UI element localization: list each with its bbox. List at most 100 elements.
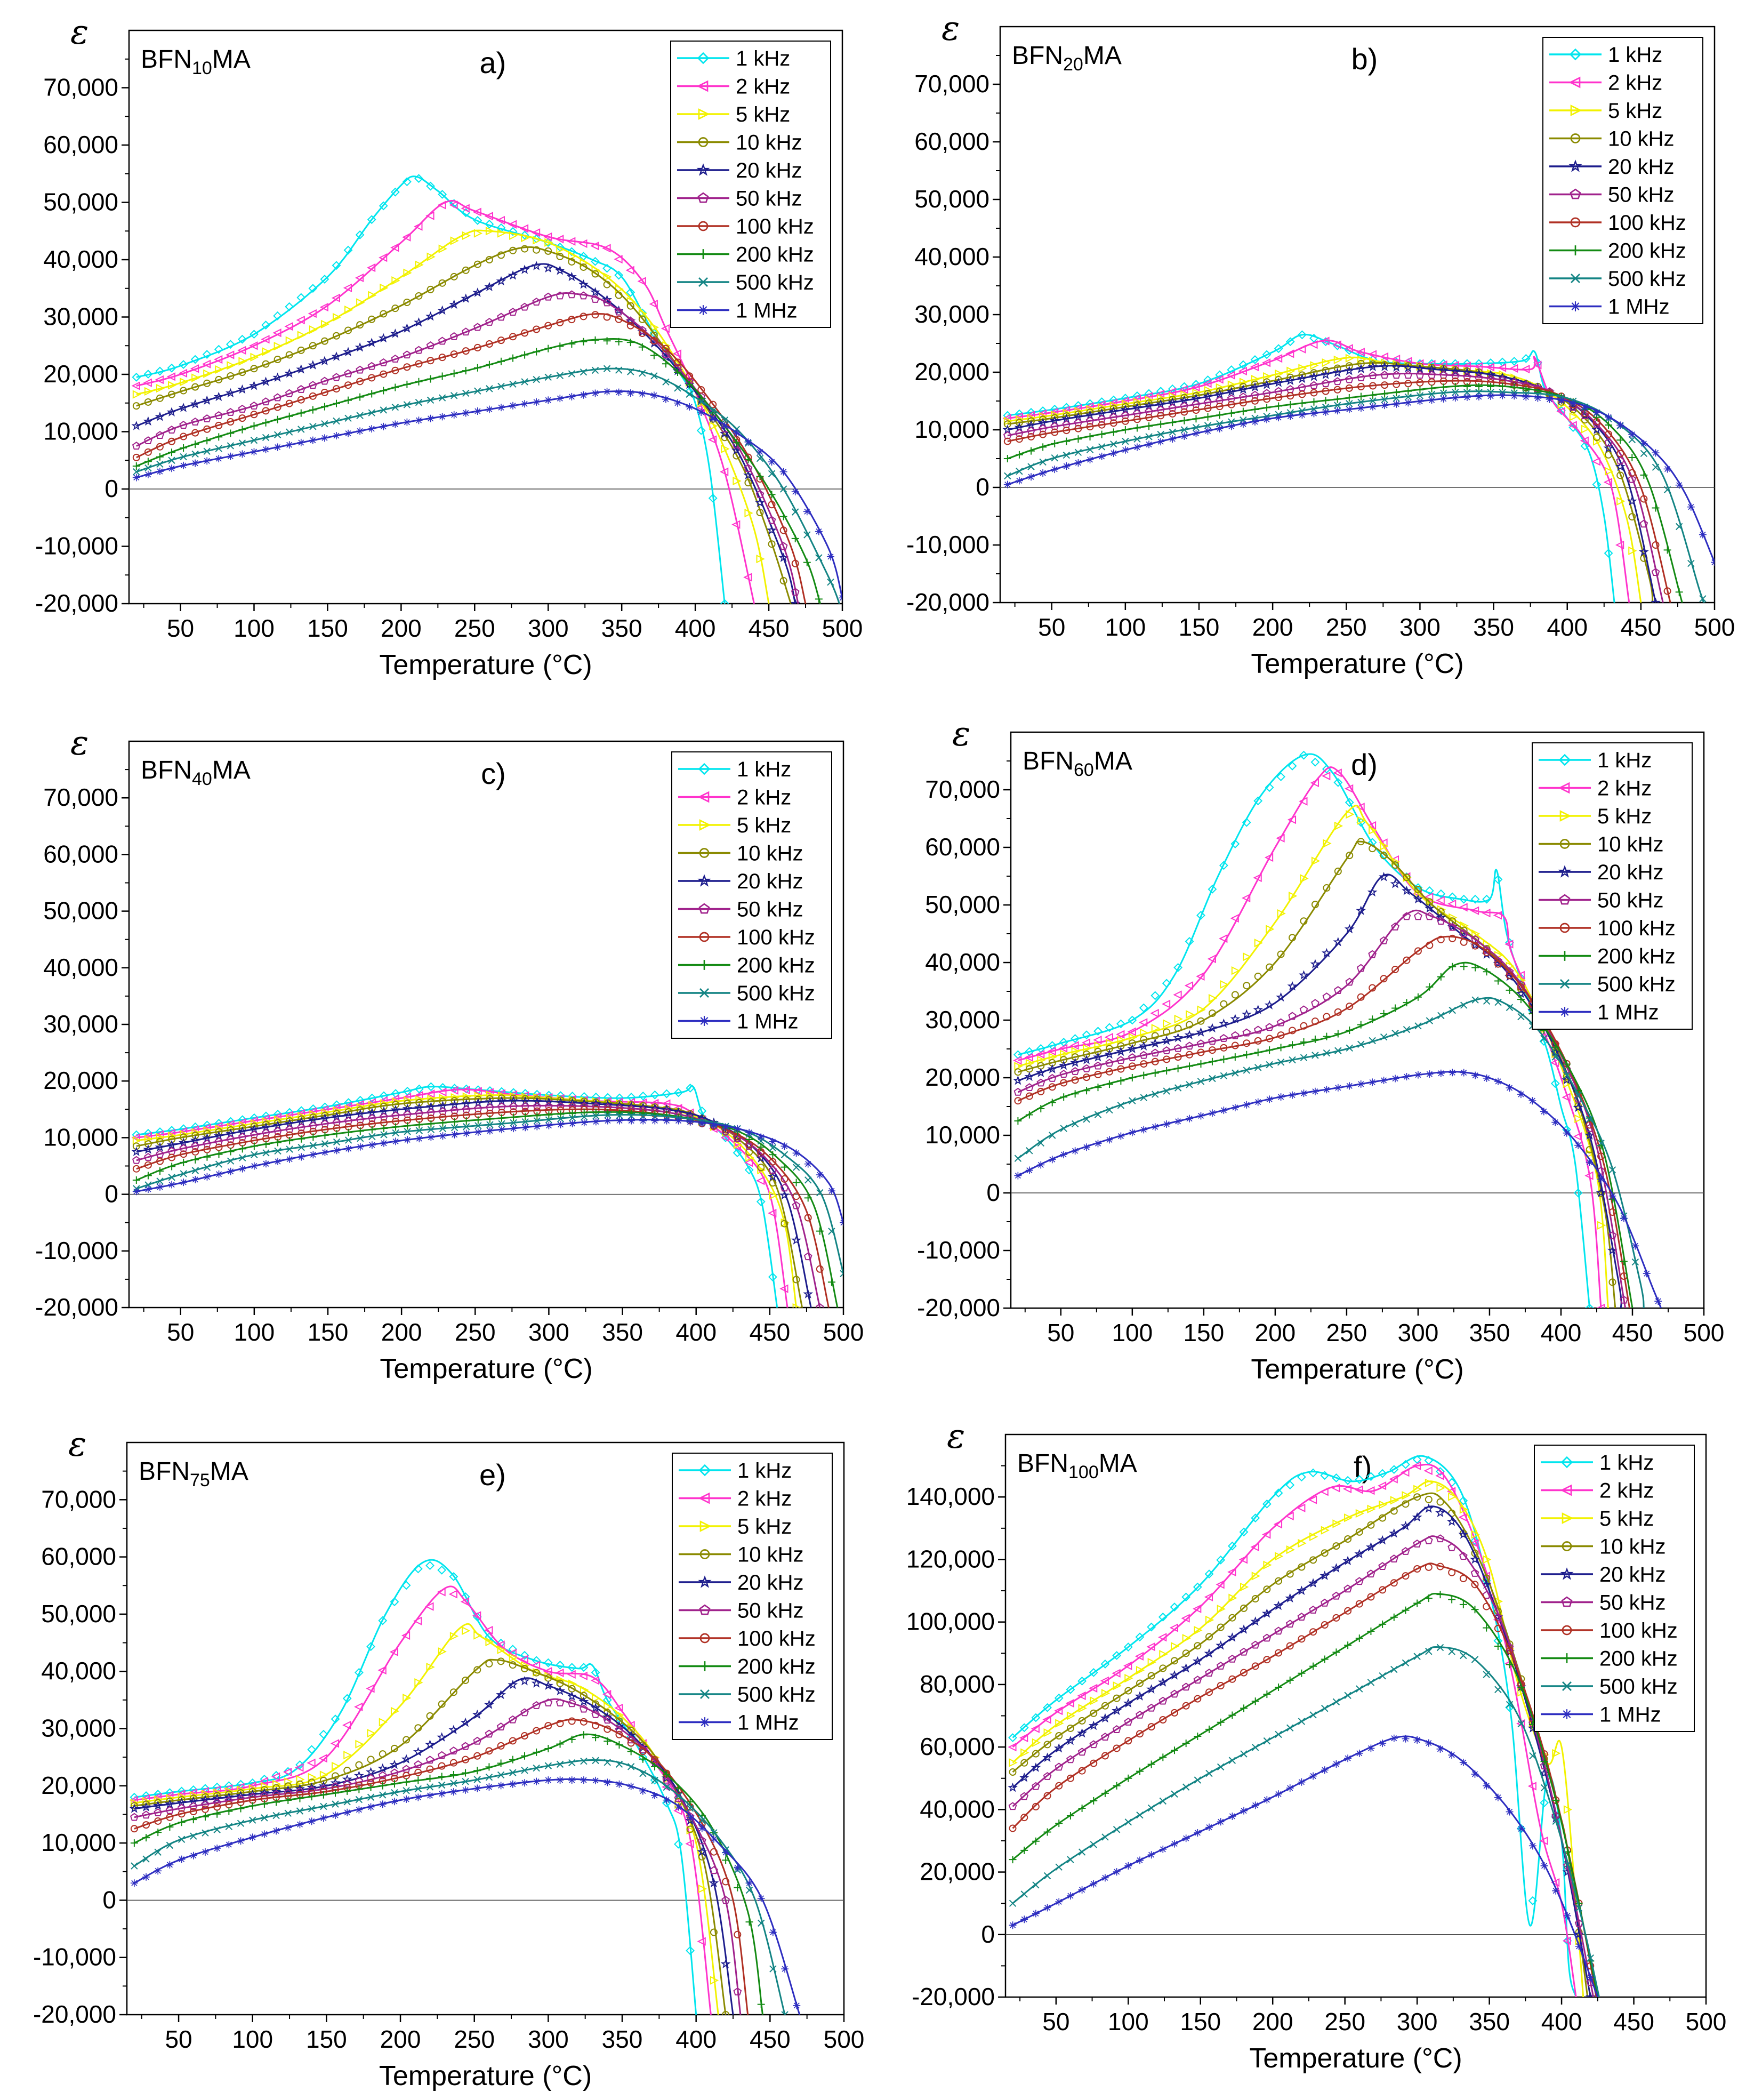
data-point bbox=[697, 1824, 706, 1833]
data-point bbox=[368, 1141, 376, 1150]
legend-label: 500 kHz bbox=[736, 271, 814, 294]
data-point bbox=[639, 1116, 648, 1125]
data-point bbox=[662, 1796, 671, 1805]
data-point bbox=[755, 447, 765, 456]
data-point bbox=[1321, 396, 1330, 405]
data-point bbox=[1231, 991, 1239, 999]
series-line bbox=[136, 338, 822, 604]
data-point bbox=[213, 1844, 221, 1853]
data-point bbox=[130, 1862, 138, 1870]
legend-marker bbox=[1570, 301, 1581, 312]
data-point bbox=[156, 467, 164, 476]
x-tick-label: 350 bbox=[601, 614, 642, 642]
data-point bbox=[521, 1123, 530, 1132]
data-point bbox=[1379, 1672, 1387, 1680]
data-point bbox=[1121, 445, 1130, 454]
x-tick-label: 100 bbox=[1112, 1319, 1153, 1346]
data-point bbox=[1185, 1062, 1194, 1071]
data-point bbox=[1551, 1118, 1560, 1127]
data-point bbox=[803, 1193, 812, 1203]
data-point bbox=[415, 1134, 424, 1143]
data-point bbox=[1401, 1468, 1410, 1477]
data-point bbox=[1494, 1077, 1502, 1086]
x-tick-label: 150 bbox=[1180, 2008, 1221, 2035]
data-point bbox=[520, 1778, 529, 1788]
data-point bbox=[1309, 1469, 1318, 1478]
data-point bbox=[1112, 1867, 1121, 1876]
data-point bbox=[1227, 408, 1236, 418]
data-point bbox=[1059, 1093, 1068, 1102]
data-point bbox=[1343, 1754, 1352, 1763]
data-point bbox=[356, 1142, 365, 1151]
data-point bbox=[391, 420, 400, 429]
data-point bbox=[1027, 472, 1035, 482]
series-line bbox=[134, 1658, 727, 2015]
data-point bbox=[355, 1761, 363, 1769]
y-axis-symbol: ε bbox=[942, 9, 960, 49]
y-tick-label: 10,000 bbox=[43, 418, 118, 445]
data-point bbox=[1015, 450, 1024, 459]
data-point bbox=[1265, 1095, 1274, 1104]
data-point bbox=[1116, 1132, 1125, 1141]
data-point bbox=[1710, 558, 1715, 567]
data-point bbox=[1574, 1942, 1583, 1951]
data-point bbox=[1113, 1825, 1121, 1833]
data-point bbox=[179, 461, 188, 470]
data-point bbox=[579, 390, 588, 399]
data-point bbox=[1459, 1758, 1468, 1767]
data-point bbox=[238, 450, 247, 459]
data-point bbox=[1675, 480, 1684, 490]
data-point bbox=[1074, 435, 1083, 444]
x-tick-label: 250 bbox=[1324, 2008, 1365, 2035]
data-point bbox=[379, 422, 388, 431]
data-point bbox=[427, 1133, 436, 1142]
x-tick-label: 50 bbox=[167, 614, 194, 642]
sample-label: BFN75MA bbox=[139, 1457, 248, 1490]
data-point bbox=[1392, 399, 1401, 408]
series-group bbox=[130, 1559, 801, 2015]
data-point bbox=[1309, 1711, 1317, 1719]
data-point bbox=[485, 1762, 494, 1772]
chart-panel-d: 50 100 150 200 250 300 350 400 450 500 -20,000 -10,… bbox=[917, 715, 1724, 1385]
data-point bbox=[1333, 406, 1342, 415]
data-point bbox=[1608, 1191, 1617, 1200]
data-point bbox=[250, 421, 259, 430]
data-point bbox=[273, 443, 282, 452]
legend-label: 10 kHz bbox=[737, 842, 803, 865]
data-point bbox=[580, 1118, 589, 1127]
data-point bbox=[767, 458, 776, 466]
y-tick-label: 10,000 bbox=[41, 1829, 116, 1856]
data-point bbox=[437, 1588, 446, 1596]
x-tick-label: 250 bbox=[455, 1318, 496, 1346]
data-point bbox=[273, 1157, 282, 1166]
data-point bbox=[403, 418, 412, 427]
data-point bbox=[309, 1150, 318, 1159]
data-point bbox=[1220, 1000, 1228, 1008]
data-point bbox=[1288, 1091, 1297, 1100]
data-point bbox=[1437, 1012, 1445, 1020]
data-point bbox=[1253, 1097, 1262, 1107]
data-point bbox=[1482, 1074, 1491, 1083]
data-point bbox=[1545, 395, 1554, 404]
data-point bbox=[1436, 1498, 1444, 1506]
y-tick-label: 40,000 bbox=[43, 953, 118, 981]
data-point bbox=[143, 1171, 152, 1180]
data-point bbox=[1168, 418, 1177, 427]
data-point bbox=[1298, 399, 1307, 408]
series-line bbox=[134, 1733, 763, 2015]
data-point bbox=[380, 1139, 388, 1148]
data-point bbox=[733, 1124, 742, 1133]
data-point bbox=[438, 201, 446, 210]
data-point bbox=[1482, 1623, 1491, 1632]
y-tick-label: -20,000 bbox=[35, 1293, 118, 1321]
series-line bbox=[134, 1698, 742, 2015]
data-point bbox=[200, 1812, 210, 1821]
panel-label: a) bbox=[479, 46, 506, 79]
data-point bbox=[1239, 420, 1248, 429]
legend-label: 5 kHz bbox=[1597, 805, 1652, 828]
data-point bbox=[1170, 1790, 1178, 1798]
y-tick-label: -20,000 bbox=[917, 1294, 1000, 1321]
data-point bbox=[1181, 1834, 1190, 1843]
series-line bbox=[134, 1719, 749, 2015]
data-point bbox=[1228, 1757, 1236, 1765]
